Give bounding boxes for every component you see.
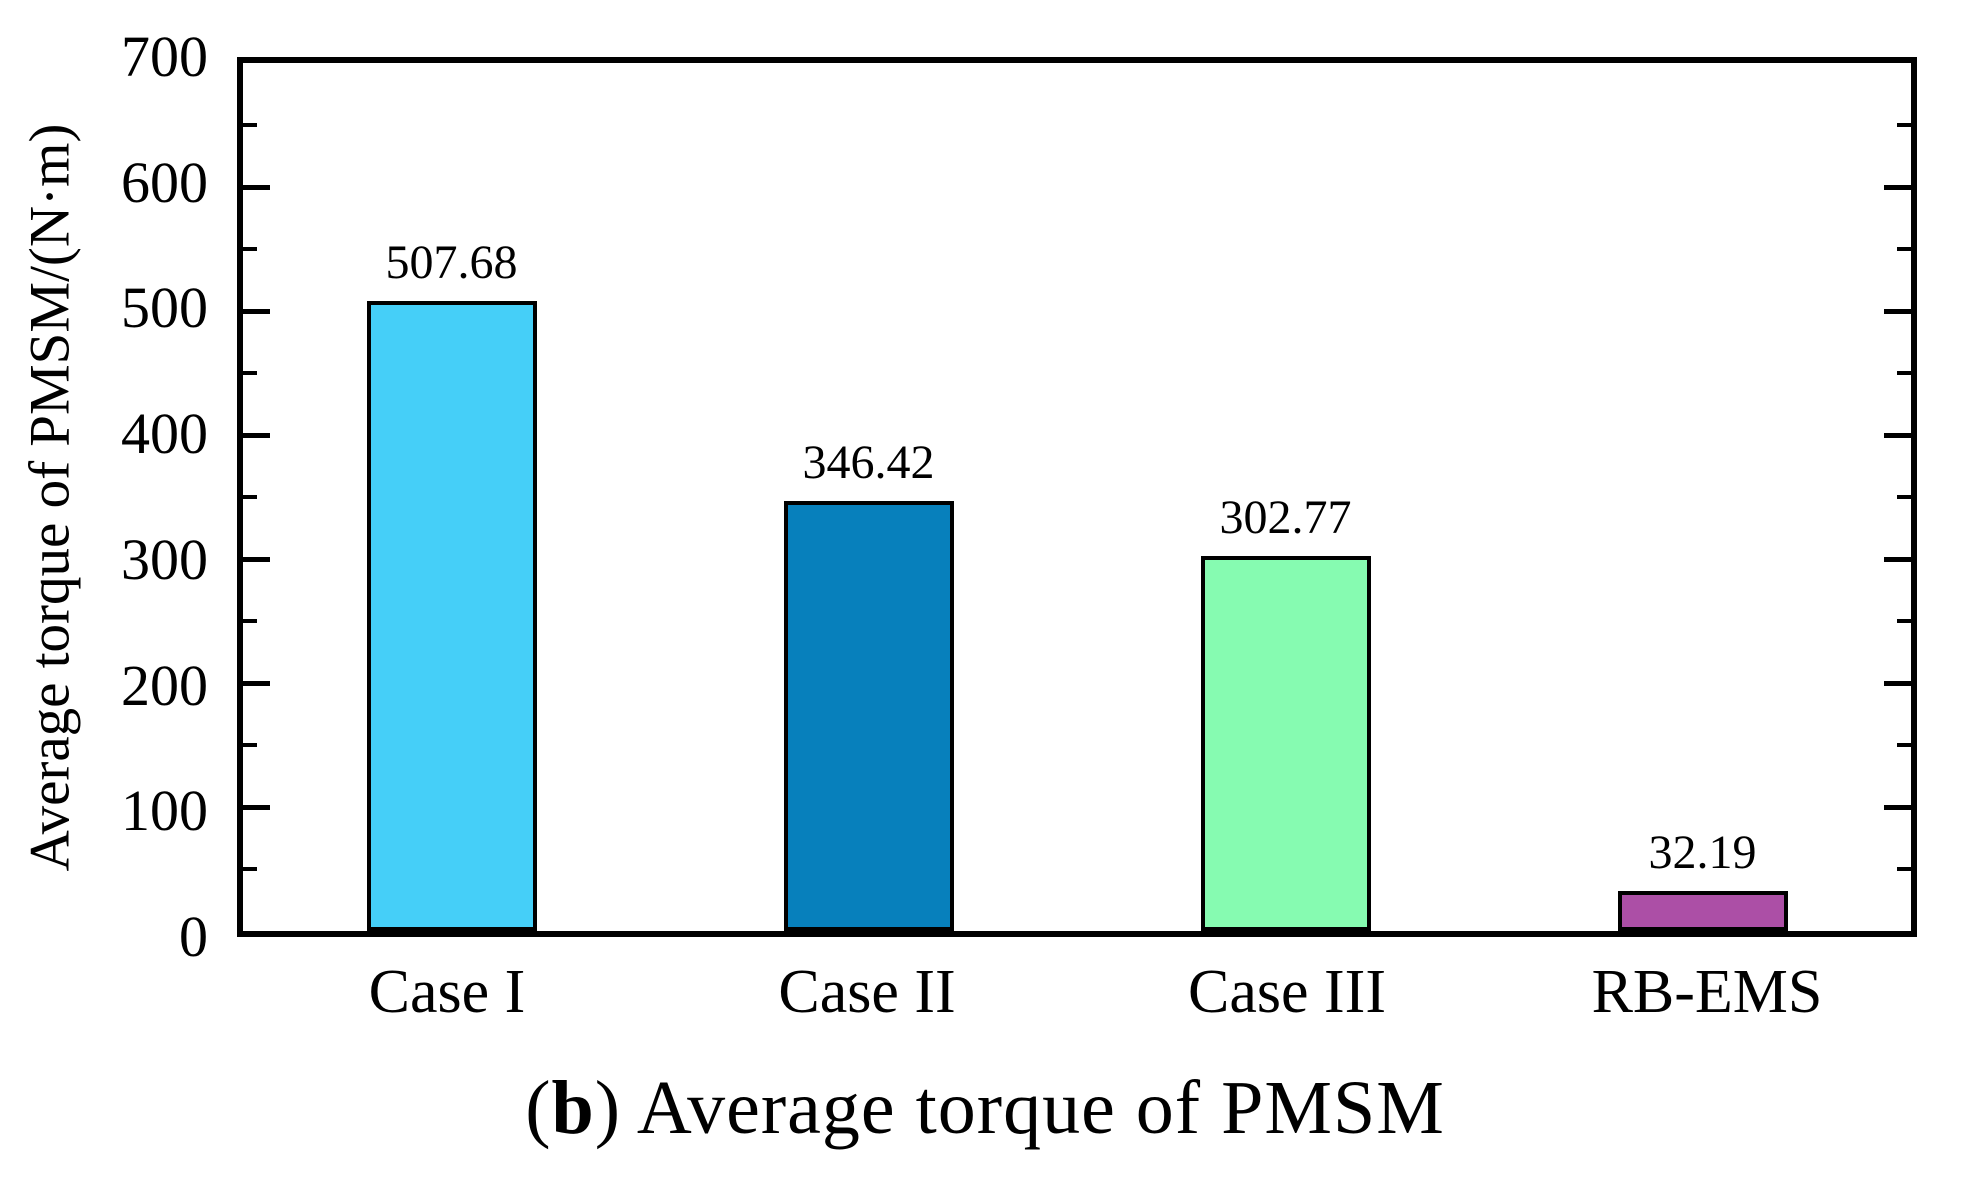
y-minor-tick [243,123,257,127]
y-minor-tick [1897,867,1911,872]
bar-value-label: 32.19 [1648,826,1757,880]
y-major-tick [243,432,270,438]
y-minor-tick [1897,495,1911,499]
y-tick-label: 300 [121,526,208,592]
y-major-tick [1884,432,1911,438]
y-minor-tick [243,247,257,251]
y-tick-label: 700 [121,24,208,89]
y-minor-tick [1897,123,1911,127]
y-major-tick [243,308,270,314]
y-major-tick [243,804,270,810]
y-axis-title: Average torque of PMSM/(N·m) [18,123,82,871]
bar-case-i [366,301,537,931]
y-major-tick [243,680,270,686]
figure-caption: (b) Average torque of PMSM [0,1062,1970,1154]
bar-case-ii [783,501,954,931]
y-tick-label: 200 [121,652,208,718]
y-major-tick [243,556,270,562]
x-category-labels: Case I Case II Case III RB-EMS [237,956,1917,1036]
y-minor-tick [1897,743,1911,747]
caption-bold-letter: b [551,1066,595,1150]
x-category-label-rb-ems: RB-EMS [1591,958,1823,1026]
y-major-tick [1884,804,1911,810]
y-major-tick [1884,308,1911,314]
y-tick-label: 0 [179,904,208,969]
x-category-label-case-iii: Case III [1188,958,1386,1026]
y-major-tick [1884,556,1911,562]
bar-value-label: 507.68 [385,236,518,290]
y-minor-tick [1897,247,1911,251]
x-category-label-case-ii: Case II [778,958,956,1026]
x-category-label-case-i: Case I [368,958,526,1026]
y-minor-tick [243,371,257,375]
y-minor-tick [243,743,257,747]
y-tick-label: 400 [121,401,208,467]
y-tick-label: 100 [121,778,208,844]
bar-value-label: 302.77 [1219,490,1352,544]
y-tick-label: 600 [121,149,208,215]
y-minor-tick [243,867,257,872]
y-major-tick [1884,184,1911,190]
y-major-tick [243,184,270,190]
caption-prefix: ( [525,1066,552,1150]
y-minor-tick [243,619,257,623]
y-minor-tick [1897,619,1911,623]
plot-area: 507.68 346.42 302.77 32.19 [237,57,1917,937]
bar-value-label: 346.42 [802,436,935,490]
caption-suffix: ) Average torque of PMSM [594,1066,1445,1150]
y-minor-tick [243,495,257,499]
bar-case-iii [1200,555,1371,931]
y-major-tick [1884,680,1911,686]
bar-rb-ems [1617,891,1788,931]
y-minor-tick [1897,371,1911,375]
y-tick-label: 500 [121,275,208,341]
